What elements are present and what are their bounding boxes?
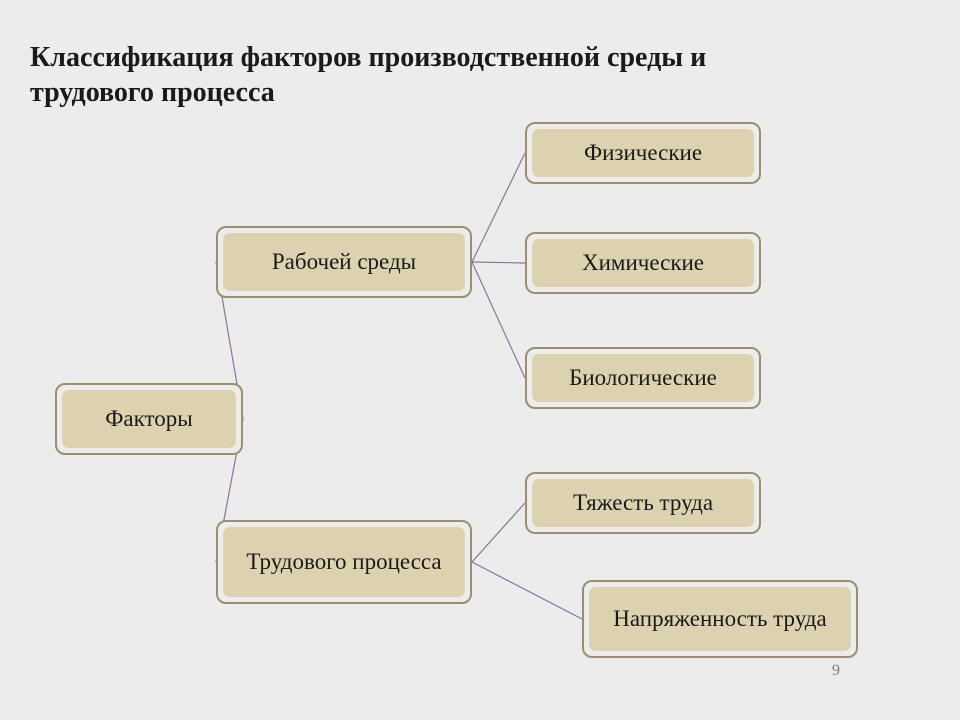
tree-node-label: Физические — [584, 140, 702, 166]
slide: { "background_color": "#ececec", "title"… — [0, 0, 960, 720]
tree-node-inner: Напряженность труда — [589, 587, 851, 651]
tree-node-inner: Рабочей среды — [223, 233, 465, 291]
tree-node-label: Биологические — [569, 365, 717, 391]
tree-node-heavy: Тяжесть труда — [525, 472, 761, 534]
tree-node-inner: Трудового процесса — [223, 527, 465, 597]
page-number: 9 — [832, 662, 840, 680]
tree-node-stress: Напряженность труда — [582, 580, 858, 658]
tree-node-inner: Биологические — [532, 354, 754, 402]
tree-node-root: Факторы — [55, 383, 243, 455]
tree-node-label: Тяжесть труда — [573, 490, 713, 516]
tree-node-phys: Физические — [525, 122, 761, 184]
edge-env-chem — [472, 262, 525, 263]
tree-node-env: Рабочей среды — [216, 226, 472, 298]
tree-node-chem: Химические — [525, 232, 761, 294]
tree-node-label: Трудового процесса — [246, 549, 441, 575]
tree-node-labor: Трудового процесса — [216, 520, 472, 604]
tree-node-label: Химические — [582, 250, 704, 276]
tree-node-label: Напряженность труда — [613, 606, 826, 632]
tree-node-inner: Факторы — [62, 390, 236, 448]
slide-title: Классификация факторов производственной … — [30, 40, 810, 120]
tree-node-inner: Тяжесть труда — [532, 479, 754, 527]
tree-node-bio: Биологические — [525, 347, 761, 409]
edge-labor-stress — [472, 562, 582, 619]
edge-env-bio — [472, 262, 525, 378]
tree-node-label: Рабочей среды — [272, 249, 416, 275]
tree-node-inner: Физические — [532, 129, 754, 177]
edge-labor-heavy — [472, 503, 525, 562]
tree-node-inner: Химические — [532, 239, 754, 287]
tree-node-label: Факторы — [105, 406, 192, 432]
edge-env-phys — [472, 153, 525, 262]
